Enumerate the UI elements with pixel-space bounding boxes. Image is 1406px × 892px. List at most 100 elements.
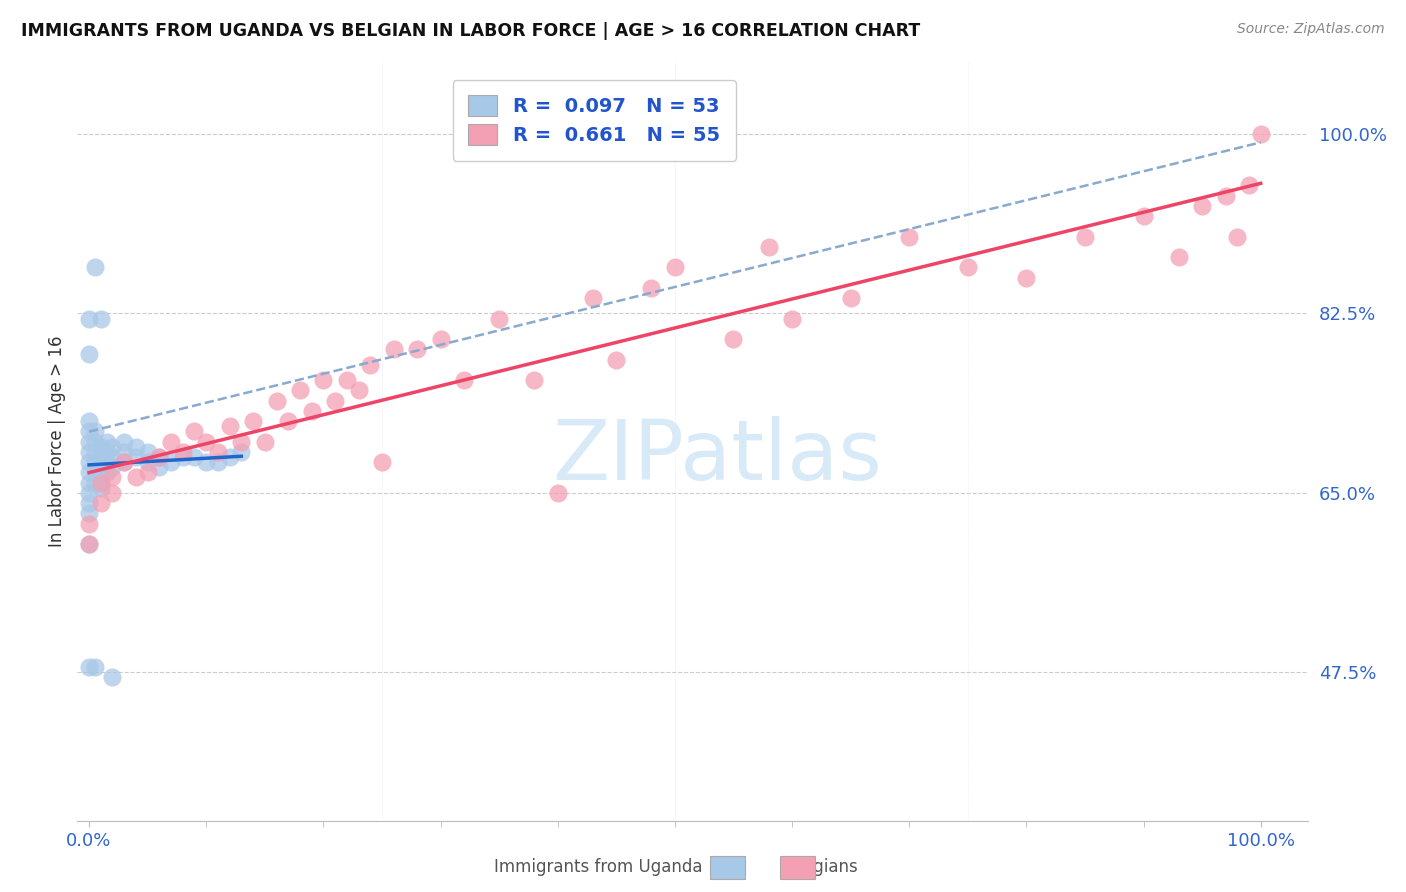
- Point: [172, 450, 194, 464]
- Point: [605, 352, 627, 367]
- Point: [218, 450, 240, 464]
- Point: [148, 450, 170, 464]
- Y-axis label: In Labor Force | Age > 16: In Labor Force | Age > 16: [48, 335, 66, 548]
- Legend: R =  0.097   N = 53, R =  0.661   N = 55: R = 0.097 N = 53, R = 0.661 N = 55: [453, 79, 735, 161]
- Point: [77, 516, 100, 531]
- Point: [780, 311, 803, 326]
- Point: [429, 332, 451, 346]
- Point: [195, 434, 218, 449]
- Point: [77, 537, 100, 551]
- Point: [160, 434, 183, 449]
- Point: [839, 291, 862, 305]
- Point: [112, 455, 135, 469]
- Point: [112, 455, 135, 469]
- Point: [77, 434, 100, 449]
- Point: [218, 419, 240, 434]
- Point: [96, 465, 118, 479]
- Point: [77, 660, 100, 674]
- Point: [183, 425, 205, 439]
- Point: [172, 444, 194, 458]
- Point: [101, 470, 124, 484]
- Point: [523, 373, 546, 387]
- Point: [90, 311, 112, 326]
- Text: Immigrants from Uganda: Immigrants from Uganda: [495, 858, 703, 876]
- Point: [84, 444, 107, 458]
- Point: [77, 465, 100, 479]
- Point: [1132, 209, 1154, 223]
- Point: [84, 465, 107, 479]
- Point: [453, 373, 475, 387]
- Point: [1015, 270, 1038, 285]
- Point: [898, 229, 921, 244]
- Point: [77, 496, 100, 510]
- Point: [77, 425, 100, 439]
- Point: [1074, 229, 1097, 244]
- Point: [90, 481, 112, 495]
- Point: [195, 455, 218, 469]
- Point: [90, 475, 112, 490]
- Point: [1191, 199, 1213, 213]
- Point: [101, 450, 124, 464]
- Point: [664, 260, 686, 275]
- Point: [136, 444, 159, 458]
- Point: [96, 455, 118, 469]
- Point: [382, 343, 405, 357]
- Point: [1167, 250, 1189, 264]
- Point: [84, 475, 107, 490]
- Point: [148, 450, 170, 464]
- Point: [207, 455, 229, 469]
- Point: [125, 470, 148, 484]
- Point: [136, 465, 159, 479]
- Point: [160, 455, 183, 469]
- Point: [101, 670, 124, 684]
- Point: [96, 434, 118, 449]
- Text: ZIPatlas: ZIPatlas: [553, 417, 882, 497]
- Point: [723, 332, 745, 346]
- Point: [1237, 178, 1260, 193]
- Point: [1250, 127, 1272, 141]
- Point: [77, 414, 100, 428]
- Point: [253, 434, 276, 449]
- Text: Source: ZipAtlas.com: Source: ZipAtlas.com: [1237, 22, 1385, 37]
- Point: [112, 444, 135, 458]
- Point: [547, 485, 569, 500]
- Point: [323, 393, 346, 408]
- Point: [101, 485, 124, 500]
- Point: [125, 440, 148, 454]
- Text: IMMIGRANTS FROM UGANDA VS BELGIAN IN LABOR FORCE | AGE > 16 CORRELATION CHART: IMMIGRANTS FROM UGANDA VS BELGIAN IN LAB…: [21, 22, 921, 40]
- Point: [90, 450, 112, 464]
- Point: [406, 343, 429, 357]
- Point: [90, 470, 112, 484]
- Point: [77, 455, 100, 469]
- Point: [112, 434, 135, 449]
- Point: [371, 455, 394, 469]
- Point: [101, 460, 124, 475]
- Point: [77, 311, 100, 326]
- Point: [266, 393, 288, 408]
- Text: Belgians: Belgians: [787, 858, 858, 876]
- Point: [301, 404, 323, 418]
- Point: [956, 260, 979, 275]
- Point: [77, 537, 100, 551]
- Point: [77, 347, 100, 361]
- Point: [96, 444, 118, 458]
- Point: [90, 440, 112, 454]
- Point: [77, 506, 100, 520]
- Point: [488, 311, 510, 326]
- Point: [77, 475, 100, 490]
- Point: [84, 425, 107, 439]
- Point: [84, 260, 107, 275]
- Point: [136, 455, 159, 469]
- Point: [347, 384, 370, 398]
- Point: [90, 475, 112, 490]
- Point: [231, 434, 253, 449]
- Point: [207, 444, 229, 458]
- Point: [758, 240, 780, 254]
- Point: [288, 384, 311, 398]
- Point: [90, 460, 112, 475]
- Point: [231, 444, 253, 458]
- Point: [242, 414, 264, 428]
- Point: [125, 450, 148, 464]
- Point: [582, 291, 605, 305]
- Point: [1226, 229, 1249, 244]
